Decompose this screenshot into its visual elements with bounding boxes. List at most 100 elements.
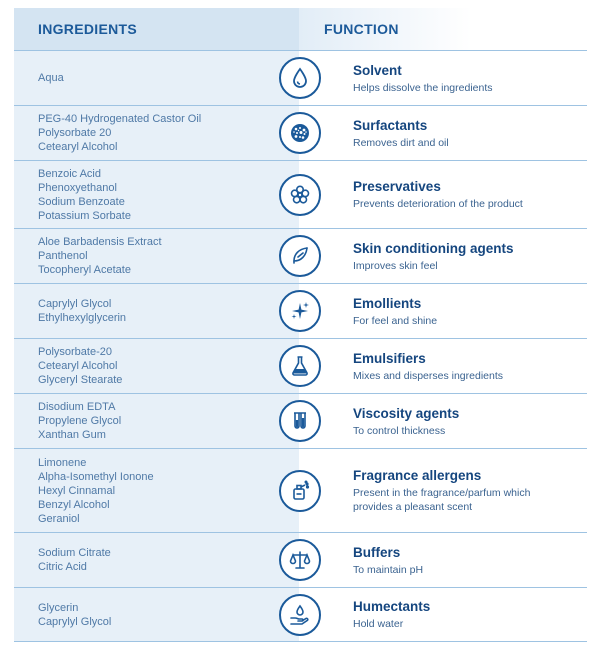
ingredient-list: Polysorbate-20 Cetearyl Alcohol Glyceryl S…: [38, 345, 122, 387]
ingredients-cell: Limonene Alpha-Isomethyl Ionone Hexyl Cinn…: [14, 449, 299, 532]
function-description: For feel and shine: [353, 314, 438, 327]
ingredients-header: INGREDIENTS: [14, 8, 299, 50]
function-cell: Humectants Hold water: [299, 588, 587, 641]
scales-icon: [279, 539, 321, 581]
test-tubes-icon: [279, 400, 321, 442]
function-cell: Buffers To maintain pH: [299, 533, 587, 587]
function-title: Humectants: [353, 599, 431, 614]
ingredient-name: Xanthan Gum: [38, 429, 106, 441]
ingredient-name: Disodium EDTA: [38, 401, 116, 413]
table-row: Aloe Barbadensis Extract Panthenol Tocophe…: [14, 228, 587, 283]
function-description: Removes dirt and oil: [353, 136, 449, 149]
function-cell: Emulsifiers Mixes and disperses ingredien…: [299, 339, 587, 393]
ingredient-name: Alpha-Isomethyl Ionone: [38, 470, 154, 483]
ingredient-name: Potassium Sorbate: [38, 209, 131, 222]
ingredient-name: Cetearyl Alcohol: [38, 360, 118, 372]
ingredient-name: Ethylhexylglycerin: [38, 312, 127, 324]
ingredient-name: Glycerin: [38, 601, 79, 614]
ingredients-cell: Polysorbate-20 Cetearyl Alcohol Glyceryl S…: [14, 339, 299, 393]
hand-drop-icon: [279, 593, 321, 636]
ingredient-name: PEG-40 Hydrogenated Castor Oil: [38, 113, 202, 125]
ingredient-list: Glycerin Caprylyl Glycol: [38, 601, 111, 629]
function-description: Prevents deterioration of the product: [353, 198, 523, 210]
function-title: Viscosity agents: [353, 405, 460, 421]
ingredient-name: Polysorbate 20: [38, 127, 112, 139]
ingredient-name: Glyceryl Stearate: [38, 374, 123, 386]
function-cell: Fragrance allergens Present in the fragra…: [299, 449, 587, 532]
function-cell: Viscosity agents To control thickness: [299, 394, 587, 448]
ingredients-cell: Glycerin Caprylyl Glycol: [14, 588, 299, 641]
ingredient-list: PEG-40 Hydrogenated Castor Oil Polysorbat…: [38, 112, 201, 154]
ingredient-name: Propylene Glycol: [38, 415, 122, 427]
function-description: Improves skin feel: [353, 259, 438, 272]
function-title: Skin conditioning agents: [353, 240, 514, 256]
ingredient-name: Phenoxyethanol: [38, 181, 117, 194]
ingredients-cell: Sodium Citrate Citric Acid: [14, 533, 299, 587]
ingredient-name: Sodium Citrate: [38, 547, 111, 559]
function-title: Buffers: [353, 544, 401, 560]
function-title: Emulsifiers: [353, 350, 426, 366]
table-body: Aqua Solvent Helps dissolve the ingredient…: [14, 50, 587, 642]
water-drop-icon: [279, 57, 321, 99]
ingredients-cell: Disodium EDTA Propylene Glycol Xanthan Gum: [14, 394, 299, 448]
function-title: Preservatives: [353, 179, 441, 194]
function-title: Emollients: [353, 295, 422, 311]
ingredient-name: Caprylyl Glycol: [38, 298, 112, 310]
flower-icon: [279, 173, 321, 216]
function-description: To maintain pH: [353, 563, 424, 576]
perfume-bottle-icon: [279, 469, 321, 512]
ingredients-cell: Aloe Barbadensis Extract Panthenol Tocophe…: [14, 229, 299, 283]
ingredient-name: Benzyl Alcohol: [38, 498, 110, 511]
ingredient-name: Limonene: [38, 456, 87, 469]
ingredient-list: Sodium Citrate Citric Acid: [38, 546, 111, 574]
function-cell: Preservatives Prevents deterioration of t…: [299, 161, 587, 228]
ingredient-name: Citric Acid: [38, 561, 87, 573]
ingredient-list: Limonene Alpha-Isomethyl Ionone Hexyl Cinn…: [38, 456, 154, 526]
function-cell: Emollients For feel and shine: [299, 284, 587, 338]
table-row: Glycerin Caprylyl Glycol Humectants Hold wa…: [14, 587, 587, 642]
ingredient-name: Hexyl Cinnamal: [38, 484, 116, 497]
function-description: Helps dissolve the ingredients: [353, 81, 493, 94]
table-header: INGREDIENTS FUNCTION: [14, 8, 587, 50]
function-title: Solvent: [353, 62, 402, 78]
function-header: FUNCTION: [299, 8, 587, 50]
function-cell: Solvent Helps dissolve the ingredients: [299, 51, 587, 105]
ingredient-name: Geraniol: [38, 512, 80, 525]
ingredient-name: Polysorbate-20: [38, 346, 112, 358]
table-row: PEG-40 Hydrogenated Castor Oil Polysorbat…: [14, 105, 587, 160]
table-row: Limonene Alpha-Isomethyl Ionone Hexyl Cinn…: [14, 448, 587, 532]
feather-icon: [279, 235, 321, 277]
ingredient-name: Panthenol: [38, 250, 88, 262]
function-cell: Surfactants Removes dirt and oil: [299, 106, 587, 160]
ingredient-name: Benzoic Acid: [38, 167, 101, 180]
function-description: Present in the fragrance/parfum which pr…: [353, 487, 531, 513]
function-title: Fragrance allergens: [353, 468, 482, 483]
ingredients-cell: Caprylyl Glycol Ethylhexylglycerin: [14, 284, 299, 338]
ingredients-cell: PEG-40 Hydrogenated Castor Oil Polysorbat…: [14, 106, 299, 160]
table-row: Disodium EDTA Propylene Glycol Xanthan Gum…: [14, 393, 587, 448]
function-description: Hold water: [353, 618, 404, 630]
ingredient-list: Disodium EDTA Propylene Glycol Xanthan Gum: [38, 400, 121, 442]
ingredient-list: Aqua: [38, 71, 64, 85]
sparkle-icon: [279, 290, 321, 332]
foam-icon: [279, 112, 321, 154]
table-row: Sodium Citrate Citric Acid Buffers To maint…: [14, 532, 587, 587]
ingredient-name: Caprylyl Glycol: [38, 615, 112, 628]
ingredient-name: Aloe Barbadensis Extract: [38, 236, 162, 248]
table-row: Aqua Solvent Helps dissolve the ingredient…: [14, 50, 587, 105]
ingredient-name: Aqua: [38, 72, 64, 84]
function-title: Surfactants: [353, 117, 428, 133]
table-row: Benzoic Acid Phenoxyethanol Sodium Benzoat…: [14, 160, 587, 228]
ingredient-name: Tocopheryl Acetate: [38, 264, 131, 276]
function-description: To control thickness: [353, 424, 446, 437]
ingredients-cell: Benzoic Acid Phenoxyethanol Sodium Benzoat…: [14, 161, 299, 228]
table-row: Polysorbate-20 Cetearyl Alcohol Glyceryl S…: [14, 338, 587, 393]
table-row: Caprylyl Glycol Ethylhexylglycerin Emollie…: [14, 283, 587, 338]
function-description: Mixes and disperses ingredients: [353, 369, 503, 382]
ingredients-cell: Aqua: [14, 51, 299, 105]
function-cell: Skin conditioning agents Improves skin fe…: [299, 229, 587, 283]
ingredient-list: Aloe Barbadensis Extract Panthenol Tocophe…: [38, 235, 162, 277]
ingredient-name: Cetearyl Alcohol: [38, 141, 118, 153]
ingredient-name: Sodium Benzoate: [38, 195, 125, 208]
